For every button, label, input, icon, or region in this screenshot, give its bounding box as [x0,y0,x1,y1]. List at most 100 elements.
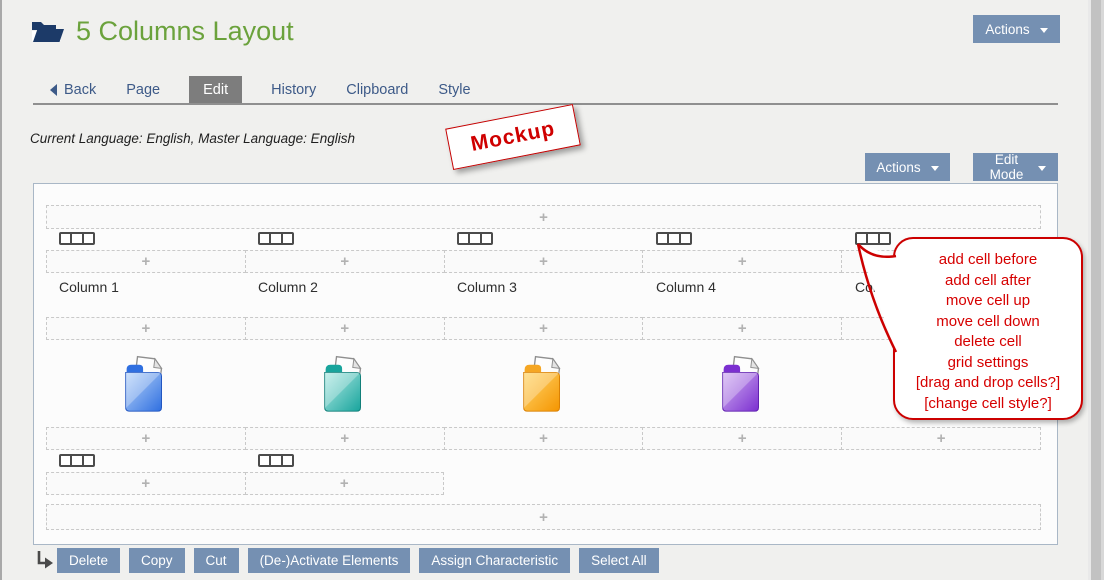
cut-button[interactable]: Cut [193,548,239,573]
plus-icon: + [141,320,151,337]
chevron-down-icon [1039,27,1048,33]
callout-line: [drag and drop cells?] [915,374,1061,391]
plus-icon: + [539,208,548,226]
tab-clipboard[interactable]: Clipboard [345,76,409,103]
plus-icon: + [340,320,350,337]
add-element-zone[interactable]: + [642,317,843,340]
edit-mode-button-label: Edit Mode [989,152,1024,182]
plus-icon: + [141,475,151,492]
add-element-zone[interactable]: + [443,427,644,450]
folder-title-icon [32,22,64,42]
cell-drag-handle-icon[interactable] [258,232,294,245]
add-row-zone-bottom[interactable]: + [46,504,1041,530]
plus-icon: + [737,430,747,447]
add-element-zone[interactable]: + [244,250,445,273]
add-element-zone[interactable]: + [244,317,445,340]
mockup-stamp: Mockup [445,103,581,171]
plus-icon: + [539,508,548,526]
add-row-zone-top[interactable]: + [46,205,1041,229]
plus-icon: + [737,253,747,270]
add-element-zone[interactable]: + [642,250,843,273]
tab-clipboard-label: Clipboard [346,81,409,98]
add-element-zone[interactable]: + [443,317,644,340]
select-all-button[interactable]: Select All [579,548,659,573]
add-element-zone[interactable]: + [46,250,246,273]
cell-drag-handle-icon[interactable] [59,232,95,245]
chevron-left-icon [50,83,57,96]
folder-element[interactable] [245,344,444,428]
column-label: Column 1 [59,279,119,295]
add-element-zone[interactable]: + [46,317,246,340]
actions-button-editor[interactable]: Actions [865,153,950,181]
tab-page-label: Page [126,81,161,98]
window-left-edge [0,0,2,580]
add-element-zone[interactable]: + [46,427,246,450]
tab-edit-label: Edit [203,81,229,98]
plus-icon: + [340,430,350,447]
page-title: 5 Columns Layout [76,16,294,46]
element-toolbar: Delete Copy Cut (De-)Activate Elements A… [57,548,659,573]
plus-icon: + [340,253,350,270]
column-label: Column 3 [457,279,517,295]
plus-icon: + [141,253,151,270]
deactivate-elements-button[interactable]: (De-)Activate Elements [247,548,411,573]
plus-icon: + [539,430,548,447]
tab-style[interactable]: Style [437,76,471,103]
folder-element-row [46,344,1041,428]
add-element-row-3: + + + + + [46,427,1041,450]
chevron-down-icon [930,165,939,171]
callout-line: move cell up [945,292,1031,309]
plus-icon: + [737,320,747,337]
scrollbar[interactable] [1088,0,1104,580]
layout-editor-canvas: + + + + + + Column 1 Column 2 Column 3 C… [33,183,1058,545]
column-label: Column 4 [656,279,716,295]
tab-back-label: Back [64,81,97,98]
add-element-zone[interactable]: + [443,250,644,273]
actions-button-top-label: Actions [985,21,1030,37]
callout-line: [change cell style?] [924,394,1052,412]
add-element-row-4: + + [46,472,444,495]
callout-line: grid settings [947,353,1029,371]
add-element-zone[interactable]: + [642,427,843,450]
blue-folder-icon [124,355,162,412]
edit-mode-button[interactable]: Edit Mode [973,152,1058,182]
folder-element[interactable] [46,344,245,428]
cell-drag-handle-icon[interactable] [855,232,891,245]
cell-drag-handle-icon[interactable] [59,454,95,467]
tab-underline [33,103,1058,105]
chevron-down-icon [1038,165,1046,171]
assign-characteristic-button[interactable]: Assign Characteristic [419,548,571,573]
folder-element[interactable] [444,344,643,428]
orange-folder-icon [522,355,560,412]
cell-drag-handle-icon[interactable] [656,232,692,245]
add-element-zone[interactable]: + [244,427,445,450]
folder-element[interactable] [643,344,842,428]
delete-button[interactable]: Delete [57,548,121,573]
tab-edit[interactable]: Edit [189,76,243,103]
language-status: Current Language: English, Master Langua… [30,131,355,146]
annotation-callout-text: add cell before add cell after move cell… [893,250,1083,414]
actions-button-top[interactable]: Actions [973,15,1060,43]
tab-back[interactable]: Back [48,76,97,103]
cell-drag-handle-icon[interactable] [457,232,493,245]
add-element-zone[interactable]: + [841,427,1041,450]
actions-button-editor-label: Actions [876,159,921,175]
annotation-callout [893,237,1083,420]
add-element-zone[interactable]: + [46,472,246,495]
page-header: 5 Columns Layout [30,16,294,47]
add-element-zone[interactable]: + [244,472,444,495]
copy-button[interactable]: Copy [129,548,185,573]
column-label: Column 2 [258,279,318,295]
cell-handle-row-2 [46,454,1041,467]
tab-page[interactable]: Page [125,76,161,103]
tab-history[interactable]: History [270,76,317,103]
plus-icon: + [936,430,946,447]
cell-drag-handle-icon[interactable] [258,454,294,467]
plus-icon: + [539,320,548,337]
plus-icon: + [539,253,548,270]
purple-folder-icon [721,355,759,412]
select-pointer-icon [37,551,53,569]
cell-handle-row-1 [46,232,1041,245]
plus-icon: + [141,430,151,447]
